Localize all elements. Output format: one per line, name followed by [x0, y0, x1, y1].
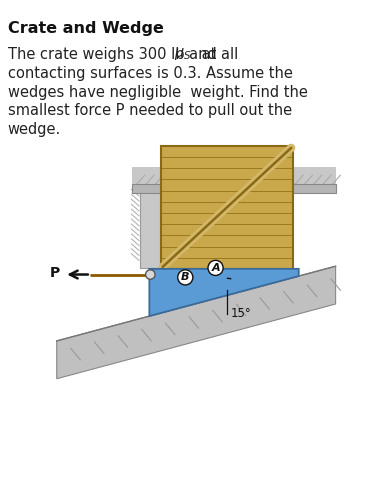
Bar [132, 184, 336, 193]
Text: $\mu_S$: $\mu_S$ [174, 46, 192, 62]
Circle shape [145, 270, 155, 279]
Text: A: A [211, 263, 220, 273]
Text: contacting surfaces is 0.3. Assume the: contacting surfaces is 0.3. Assume the [7, 66, 292, 81]
Text: wedges have negligible  weight. Find the: wedges have negligible weight. Find the [7, 85, 307, 100]
Text: 15°: 15° [231, 307, 252, 320]
Bar [140, 191, 161, 268]
Text: wedge.: wedge. [7, 123, 61, 137]
Circle shape [178, 270, 193, 285]
Bar [132, 167, 336, 184]
Text: at all: at all [196, 47, 238, 62]
Polygon shape [149, 269, 299, 316]
Text: smallest force P needed to pull out the: smallest force P needed to pull out the [7, 104, 292, 119]
Text: B: B [181, 272, 189, 282]
Bar [161, 146, 293, 269]
Text: P: P [49, 265, 60, 280]
Text: Crate and Wedge: Crate and Wedge [7, 21, 164, 36]
Polygon shape [57, 266, 336, 379]
Text: The crate weighs 300 lb and: The crate weighs 300 lb and [7, 47, 221, 62]
Circle shape [208, 260, 223, 275]
